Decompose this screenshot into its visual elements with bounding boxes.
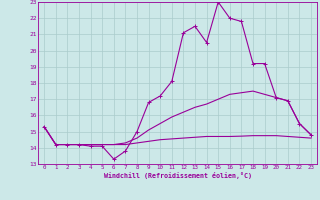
X-axis label: Windchill (Refroidissement éolien,°C): Windchill (Refroidissement éolien,°C) [104, 172, 252, 179]
